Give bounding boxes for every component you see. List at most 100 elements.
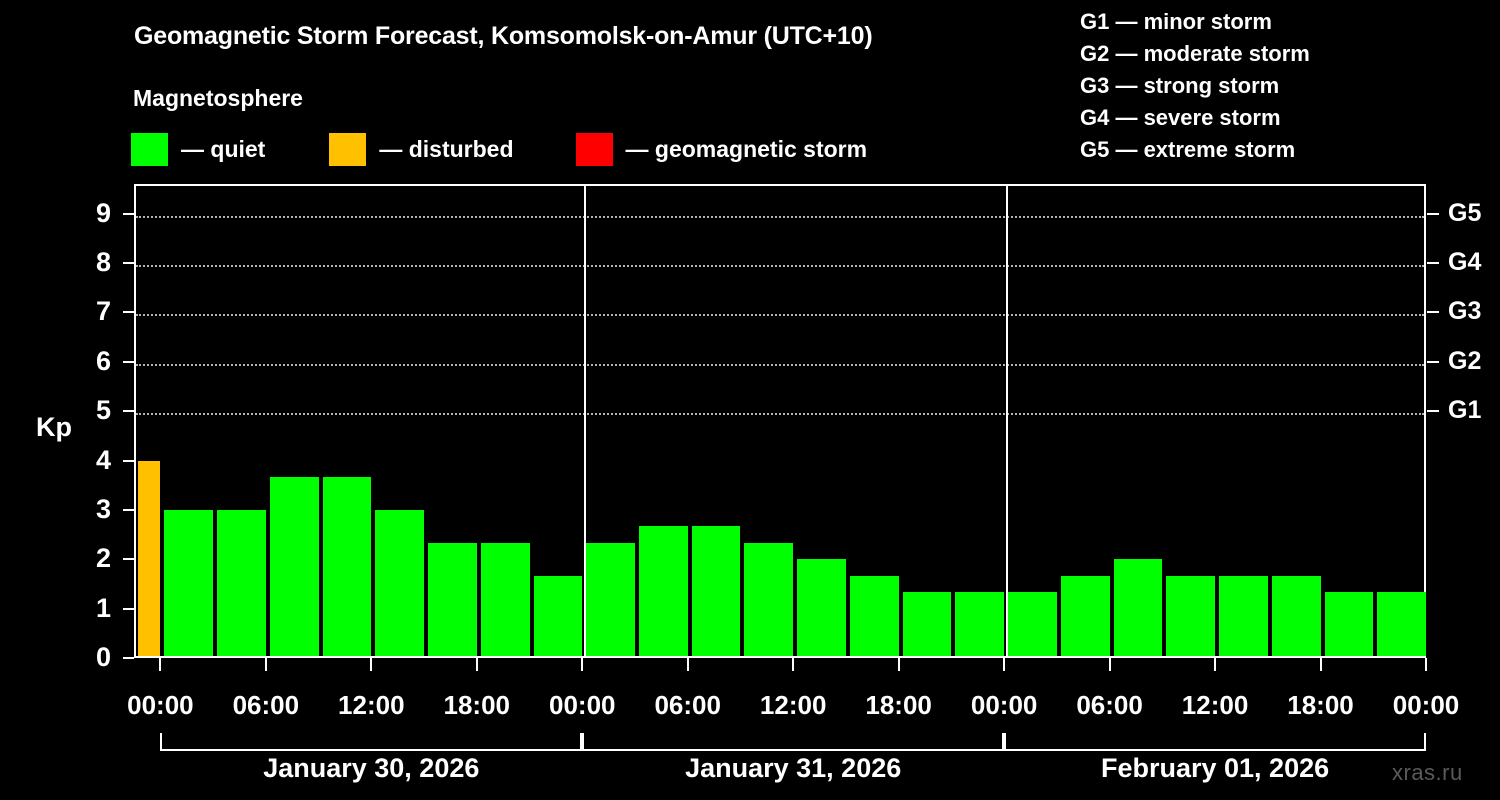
legend-item-storm: — geomagnetic storm — [575, 132, 868, 166]
bar-kp — [269, 476, 319, 658]
y-tick-mark — [123, 262, 134, 264]
g-scale-row-g1: G1 — minor storm — [1080, 9, 1272, 34]
day-bracket — [582, 733, 1005, 751]
x-tick-label: 12:00 — [759, 690, 827, 720]
y-tick-label: 6 — [95, 345, 111, 376]
x-tick-mark — [1425, 658, 1427, 671]
x-tick-mark — [475, 658, 478, 671]
plot-area — [134, 184, 1426, 658]
day-bracket — [160, 733, 583, 751]
g-scale-row-g5: G5 — extreme storm — [1080, 137, 1296, 162]
gridline-kp-5 — [136, 413, 1424, 416]
gridline-kp-7 — [136, 314, 1424, 317]
x-tick-mark — [897, 658, 900, 671]
g-tick-mark — [1427, 311, 1439, 314]
day-separator — [1006, 186, 1009, 658]
y-tick-label: 9 — [95, 197, 111, 228]
x-tick-label: 18:00 — [443, 690, 511, 720]
legend-swatch-disturbed — [329, 132, 367, 166]
x-tick-label: 00:00 — [548, 690, 616, 720]
g-tick-mark — [1427, 212, 1439, 215]
x-tick-mark — [792, 658, 795, 671]
x-tick-label: 18:00 — [1287, 690, 1354, 720]
day-bracket — [1004, 733, 1426, 751]
bar-kp — [1271, 575, 1321, 658]
bar-kp — [1113, 559, 1163, 658]
g-scale-legend: G1 — minor storm G2 — moderate storm G3 … — [1080, 6, 1310, 166]
y-tick-mark — [123, 657, 134, 659]
bar-kp — [217, 509, 266, 658]
y-tick-mark — [123, 212, 134, 215]
bar-kp — [744, 542, 794, 658]
y-tick-label: 5 — [95, 395, 111, 426]
bar-kp — [586, 542, 635, 658]
bar-kp — [428, 542, 477, 658]
g-tick-label: G3 — [1448, 297, 1482, 326]
day-separator — [584, 186, 587, 658]
g-tick-mark — [1427, 360, 1439, 363]
legend-label-storm: — geomagnetic storm — [625, 135, 868, 162]
y-tick-label: 4 — [95, 444, 111, 475]
x-tick-label: 12:00 — [338, 690, 405, 720]
y-tick-label: 8 — [95, 247, 111, 277]
y-tick-label: 7 — [95, 296, 111, 327]
y-tick-mark — [123, 360, 134, 363]
gridline-kp-6 — [136, 363, 1424, 366]
bar-kp — [1008, 592, 1057, 658]
x-tick-label: 06:00 — [1076, 690, 1143, 720]
x-tick-label: 00:00 — [1392, 690, 1460, 720]
y-tick-mark — [123, 311, 134, 314]
bar-kp — [322, 476, 372, 658]
bar-kp — [533, 575, 583, 658]
y-tick-mark — [123, 558, 134, 561]
g-scale-row-g3: G3 — strong storm — [1080, 73, 1280, 98]
x-tick-mark — [581, 658, 584, 671]
g-tick-label: G4 — [1448, 248, 1482, 276]
bar-kp — [902, 592, 952, 658]
y-tick-mark — [123, 607, 134, 610]
g-scale-row-g2: G2 — moderate storm — [1080, 41, 1310, 66]
y-axis-title: Kp — [36, 412, 72, 442]
gridline-kp-8 — [136, 265, 1424, 267]
y-tick-label: 0 — [95, 642, 111, 672]
x-tick-mark — [1214, 658, 1217, 671]
x-tick-mark — [159, 658, 162, 671]
day-label: February 01, 2026 — [1100, 753, 1330, 783]
x-tick-mark — [1319, 658, 1322, 671]
x-tick-mark — [370, 658, 373, 671]
magnetosphere-legend: — quiet — disturbed — geomagnetic storm — [131, 131, 867, 167]
bar-kp — [849, 575, 899, 658]
y-tick-mark — [123, 410, 134, 413]
g-tick-mark — [1427, 410, 1439, 413]
x-tick-label: 00:00 — [127, 690, 194, 720]
bar-kp — [638, 526, 688, 658]
x-tick-mark — [1003, 658, 1006, 671]
g-tick-mark — [1427, 262, 1439, 264]
bar-kp — [1060, 575, 1110, 658]
g-scale-row-g4: G4 — severe storm — [1080, 105, 1281, 130]
day-label: January 30, 2026 — [263, 753, 480, 783]
y-tick-mark — [123, 459, 134, 462]
legend-swatch-storm — [575, 132, 613, 166]
bar-kp — [1324, 592, 1374, 658]
legend-label-quiet: — quiet — [181, 135, 266, 162]
g-tick-label: G2 — [1448, 346, 1482, 375]
legend-item-disturbed: — disturbed — [329, 132, 514, 166]
x-tick-mark — [1108, 658, 1111, 671]
bar-kp — [480, 542, 530, 658]
bar-kp — [138, 460, 161, 658]
x-tick-mark — [686, 658, 689, 671]
x-tick-label: 18:00 — [865, 690, 932, 720]
bar-kp — [691, 526, 741, 658]
bar-kp — [797, 559, 846, 658]
y-tick-label: 3 — [95, 493, 111, 524]
bar-kp — [375, 509, 425, 658]
bar-kp — [1377, 592, 1426, 658]
x-tick-label: 12:00 — [1181, 690, 1249, 720]
bar-series — [136, 186, 1426, 658]
x-axis-baseline — [134, 656, 1426, 658]
y-tick-label: 1 — [95, 592, 111, 623]
bar-kp — [164, 509, 214, 658]
bar-kp — [955, 592, 1005, 658]
